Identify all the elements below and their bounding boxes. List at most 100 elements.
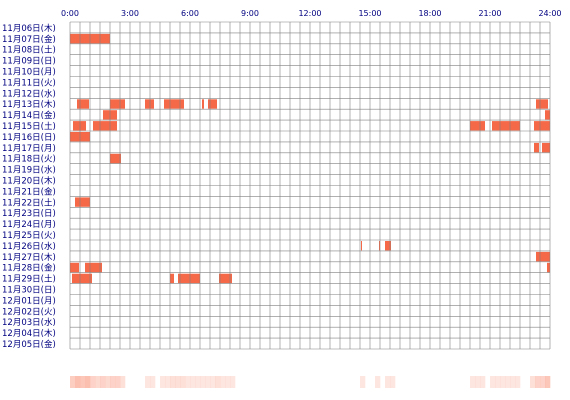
x-tick-label: 15:00: [358, 9, 381, 18]
activity-bar: [75, 197, 90, 207]
activity-bar: [72, 273, 92, 284]
summary-cell: [495, 376, 501, 388]
summary-cell: [80, 376, 86, 388]
summary-cell: [110, 376, 116, 388]
activity-bar: [93, 121, 117, 131]
x-tick-label: 21:00: [478, 9, 501, 18]
summary-cell: [165, 376, 171, 388]
summary-cell: [490, 376, 496, 388]
row-label: 11月19日(水): [2, 165, 56, 176]
activity-bar: [202, 99, 204, 109]
row-label: 11月13日(木): [2, 99, 56, 110]
x-tick-label: 3:00: [121, 9, 139, 18]
activity-bar: [536, 99, 548, 109]
summary-cell: [470, 376, 476, 388]
activity-bar: [170, 273, 174, 284]
summary-cell: [540, 376, 546, 388]
activity-bar: [208, 99, 217, 109]
summary-cell: [200, 376, 206, 388]
row-label: 11月18日(火): [2, 155, 56, 165]
summary-cell: [145, 376, 151, 388]
summary-cell: [120, 376, 126, 388]
summary-cell: [210, 376, 216, 388]
summary-cell: [95, 376, 101, 388]
row-label: 11月06日(木): [2, 23, 56, 34]
summary-strip-background: [70, 376, 550, 388]
activity-bar: [534, 121, 550, 131]
activity-bar: [379, 241, 380, 251]
summary-cell: [160, 376, 166, 388]
summary-cell: [85, 376, 91, 388]
summary-cell: [195, 376, 201, 388]
activity-bar: [361, 241, 362, 251]
row-label: 11月28日(金): [2, 263, 56, 274]
summary-cell: [215, 376, 221, 388]
activity-bar: [178, 273, 200, 284]
summary-cell: [70, 376, 76, 388]
summary-cell: [530, 376, 536, 388]
summary-cell: [100, 376, 106, 388]
row-label: 11月24日(月): [2, 220, 56, 230]
row-label: 11月16日(日): [2, 133, 56, 143]
summary-cell: [105, 376, 111, 388]
row-label: 11月11日(火): [2, 78, 56, 88]
summary-cell: [175, 376, 181, 388]
activity-bar: [536, 251, 550, 262]
summary-cell: [500, 376, 506, 388]
row-label: 11月29日(土): [2, 274, 56, 285]
activity-bar: [545, 110, 550, 120]
row-label: 12月04日(木): [2, 328, 56, 339]
x-tick-label: 9:00: [241, 9, 259, 18]
row-label: 11月17日(月): [2, 144, 56, 154]
activity-bar: [73, 121, 86, 131]
activity-bar: [110, 99, 125, 109]
activity-bar: [534, 142, 539, 153]
summary-cell: [360, 376, 366, 388]
summary-cell: [480, 376, 486, 388]
row-label: 12月05日(金): [2, 339, 56, 350]
x-tick-label: 0:00: [61, 9, 79, 18]
summary-cell: [385, 376, 391, 388]
x-tick-label: 24:00: [538, 9, 561, 18]
activity-bar: [219, 273, 232, 284]
summary-cell: [150, 376, 156, 388]
row-label: 11月25日(火): [2, 231, 56, 241]
activity-bar: [385, 241, 391, 251]
summary-cell: [535, 376, 541, 388]
summary-cell: [220, 376, 226, 388]
summary-cell: [115, 376, 121, 388]
grid-lines: [69, 21, 551, 350]
row-label: 12月01日(月): [2, 296, 56, 306]
summary-cell: [230, 376, 236, 388]
summary-cell: [505, 376, 511, 388]
x-axis-ticks: 0:00 3:00 6:00 9:00 12:00 15:00 18:00 21:00 24:0…: [61, 9, 562, 18]
summary-cell: [390, 376, 396, 388]
row-label: 11月27日(木): [2, 252, 56, 263]
x-tick-label: 18:00: [418, 9, 441, 18]
activity-bar: [164, 99, 184, 109]
x-tick-label: 12:00: [298, 9, 321, 18]
activity-bar: [145, 99, 154, 109]
row-label: 11月30日(日): [2, 286, 56, 296]
activity-bar: [470, 121, 485, 131]
row-label: 11月26日(水): [2, 241, 56, 252]
summary-strip: [70, 376, 551, 388]
summary-cell: [225, 376, 231, 388]
summary-cell: [475, 376, 481, 388]
row-label: 11月21日(金): [2, 186, 56, 197]
summary-cell: [375, 376, 381, 388]
summary-cell: [185, 376, 191, 388]
summary-cell: [515, 376, 521, 388]
summary-cell: [75, 376, 81, 388]
activity-bar: [85, 262, 102, 273]
summary-cell: [510, 376, 516, 388]
row-label: 11月20日(木): [2, 176, 56, 187]
row-label: 11月23日(日): [2, 209, 56, 219]
activity-bar: [70, 262, 79, 273]
summary-cell: [170, 376, 176, 388]
row-label: 11月10日(月): [2, 68, 56, 78]
row-label: 11月22日(土): [2, 197, 56, 208]
summary-cell: [180, 376, 186, 388]
x-tick-label: 6:00: [181, 9, 199, 18]
